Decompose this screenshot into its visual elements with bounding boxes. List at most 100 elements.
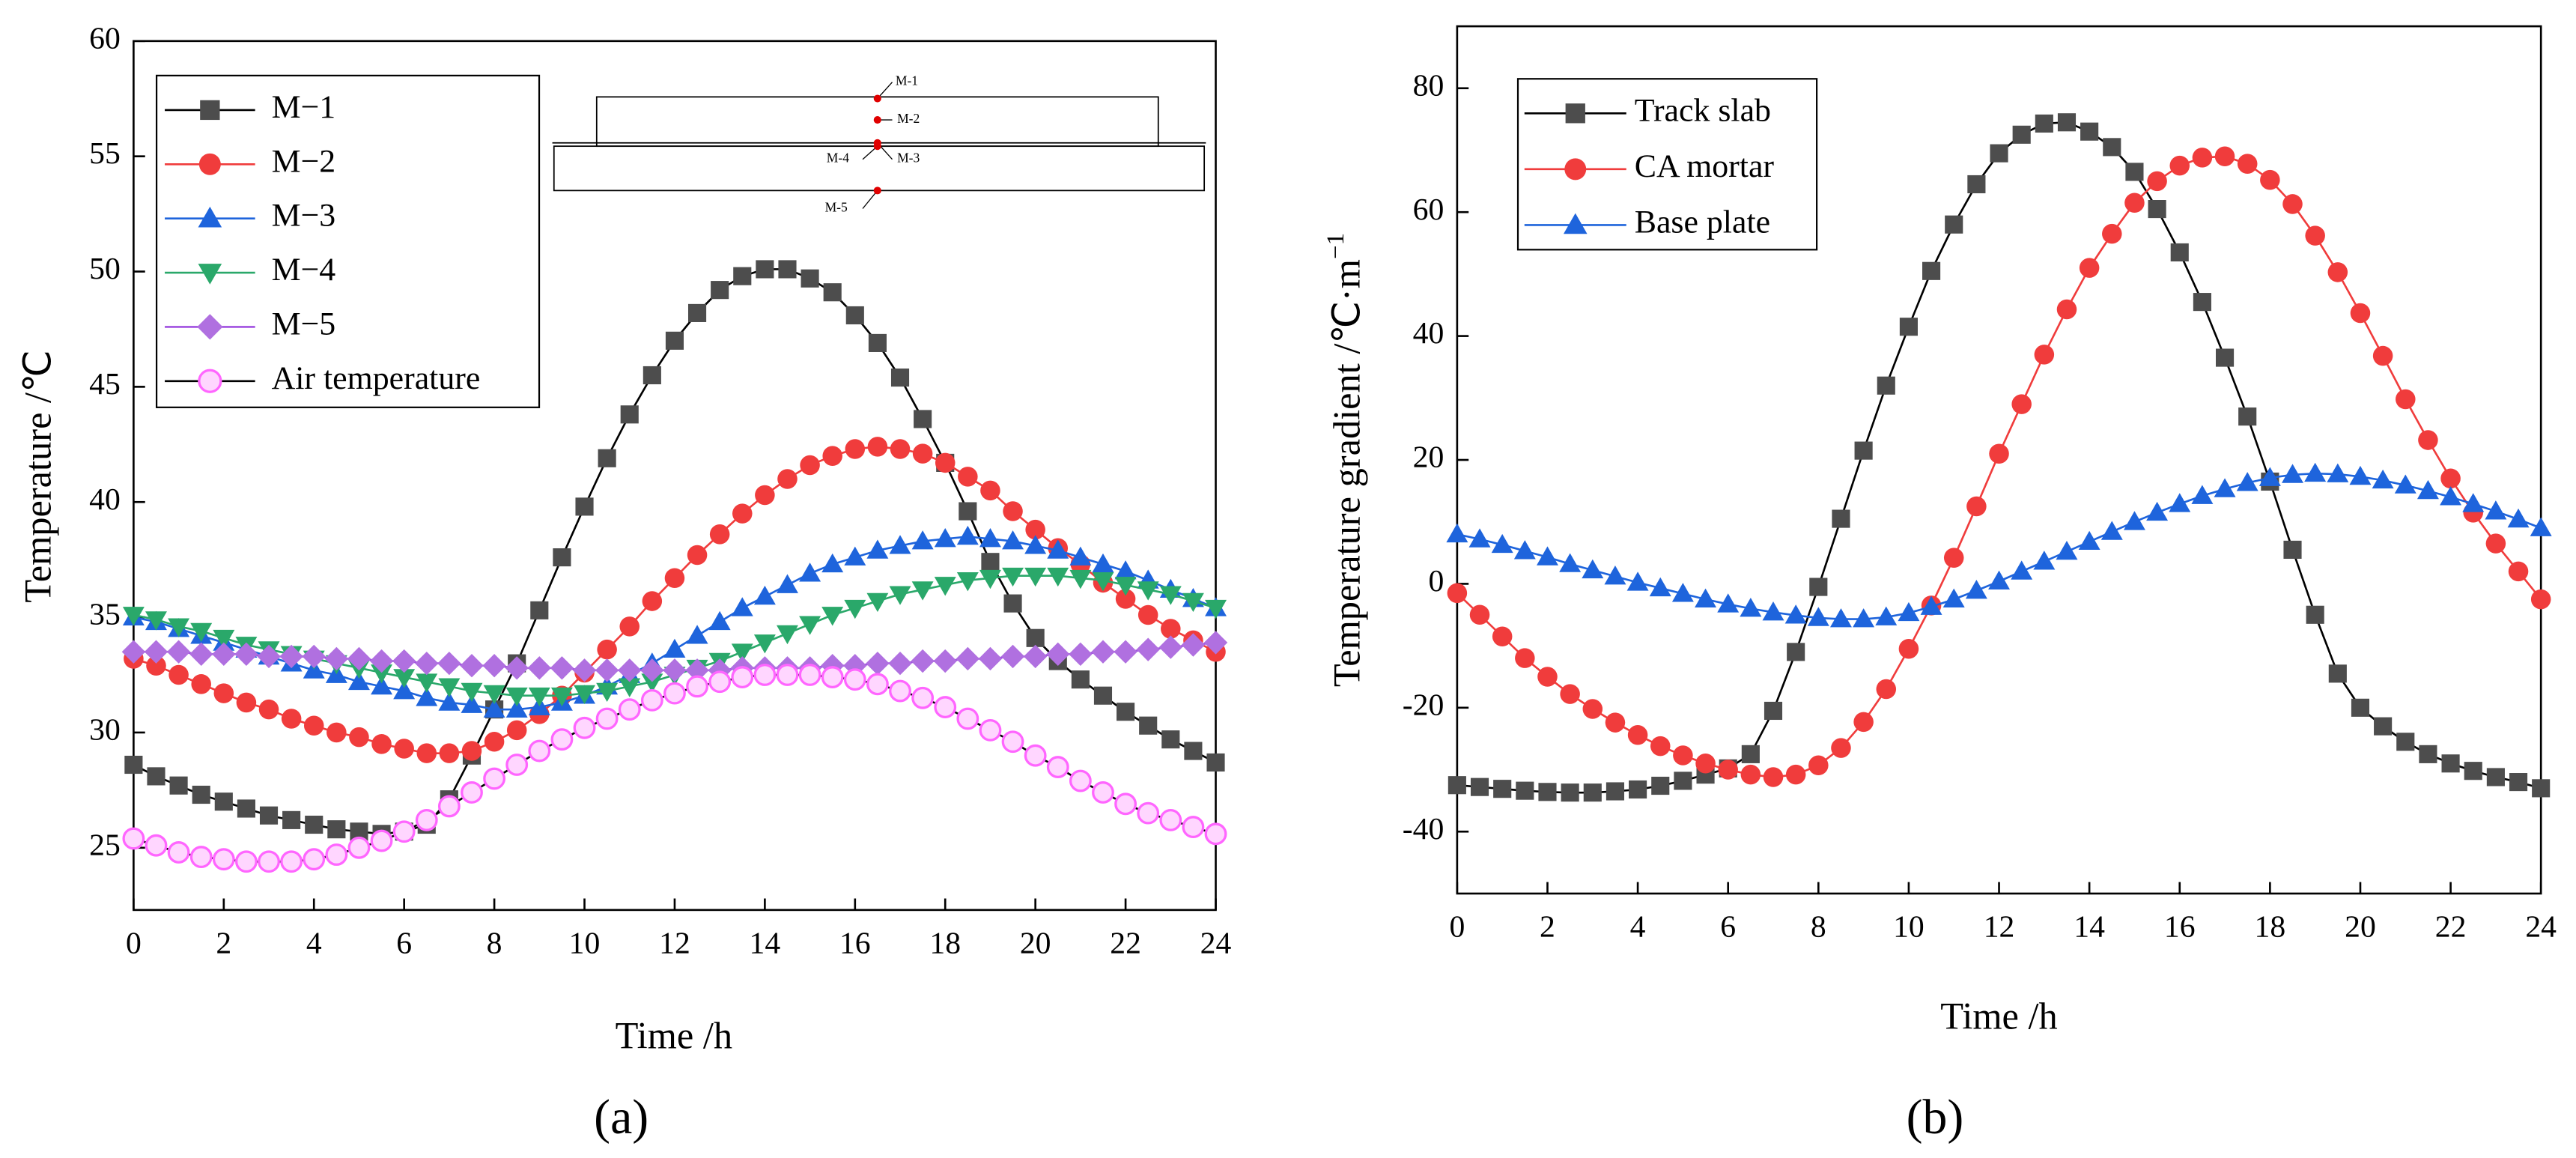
data-point (1003, 501, 1023, 521)
data-point (213, 629, 235, 649)
data-point (1205, 599, 1227, 619)
data-point (1047, 539, 1069, 559)
data-point (258, 699, 279, 720)
data-point (2530, 589, 2551, 610)
x-tick-label: 0 (1449, 910, 1465, 945)
data-point (845, 306, 864, 325)
data-point (980, 480, 1000, 501)
data-point (845, 439, 866, 459)
data-point (528, 687, 550, 707)
data-point (2147, 171, 2167, 192)
x-tick-label: 2 (1540, 910, 1555, 945)
data-point (484, 731, 505, 752)
y-tick-label: 40 (89, 482, 121, 517)
data-point (189, 846, 213, 869)
data-point (122, 607, 145, 626)
data-point (778, 260, 797, 279)
data-point (2079, 258, 2100, 278)
data-point (2193, 293, 2211, 312)
data-point (2057, 113, 2077, 132)
data-point (1877, 376, 1895, 395)
data-point (1763, 767, 1784, 787)
x-tick-label: 6 (1720, 910, 1736, 945)
data-point (596, 682, 619, 703)
data-point (349, 727, 369, 748)
data-point (1966, 496, 1987, 517)
data-point (1026, 628, 1045, 647)
data-point (2169, 155, 2190, 176)
data-point (663, 638, 686, 658)
y-axis-title: Temperature gradient /℃·m−1 (1322, 233, 1367, 687)
data-point (641, 673, 663, 693)
data-point (868, 333, 887, 352)
data-point (505, 687, 528, 707)
data-point (1807, 607, 1829, 626)
data-point (2374, 717, 2393, 736)
data-point (553, 548, 571, 567)
data-point (687, 545, 708, 566)
data-point (708, 670, 732, 694)
data-point (2530, 517, 2552, 536)
data-point (935, 452, 956, 473)
data-point (145, 611, 167, 631)
data-point (1159, 808, 1182, 831)
data-point (166, 640, 191, 664)
data-point (1853, 712, 1874, 733)
data-point (1832, 509, 1850, 528)
data-point (347, 646, 371, 671)
data-point (1025, 519, 1045, 540)
inset-point (873, 94, 881, 103)
data-point (236, 692, 257, 713)
data-point (415, 808, 438, 831)
data-point (1784, 604, 1807, 624)
data-point (1204, 822, 1227, 846)
y-axis-title-text: Temperature gradient /℃·m (1325, 259, 1367, 687)
data-point (371, 734, 392, 754)
data-point (2283, 540, 2302, 559)
data-point (1516, 781, 1534, 800)
data-point (665, 331, 684, 350)
data-point (324, 646, 349, 671)
data-point (1003, 594, 1022, 613)
data-point (1626, 572, 1649, 591)
data-point (755, 485, 775, 506)
data-point (799, 563, 821, 582)
data-point (461, 682, 483, 703)
data-point (1740, 598, 1762, 617)
data-point (416, 687, 438, 706)
data-point (956, 646, 980, 671)
legend-box (155, 74, 541, 408)
data-point (1093, 686, 1113, 705)
data-point (2237, 154, 2258, 174)
data-point (2304, 462, 2327, 482)
data-point (595, 658, 619, 682)
legend-marker (1563, 213, 1588, 234)
data-point (889, 586, 911, 605)
data-point (2440, 468, 2461, 489)
data-point (2148, 200, 2166, 219)
data-point (212, 848, 235, 871)
data-point (528, 739, 551, 763)
data-point (550, 728, 574, 751)
data-point (1000, 644, 1025, 669)
data-point (2349, 465, 2372, 485)
data-point (867, 437, 888, 457)
x-tick-label: 24 (2525, 910, 2557, 945)
data-point (371, 675, 393, 695)
data-point (801, 269, 819, 288)
data-point (1582, 699, 1603, 719)
data-point (866, 592, 889, 613)
data-point (2440, 486, 2462, 506)
y-axis-title-text: Temperature /℃ (16, 350, 58, 602)
data-point (505, 656, 529, 680)
inset-label: M-5 (825, 200, 848, 215)
data-point (2507, 508, 2530, 528)
panel-label: (b) (1907, 1090, 1964, 1145)
data-point (1942, 588, 1965, 607)
data-point (733, 267, 752, 285)
data-point (483, 685, 505, 705)
data-point (2282, 194, 2303, 214)
data-point (1092, 781, 1114, 804)
